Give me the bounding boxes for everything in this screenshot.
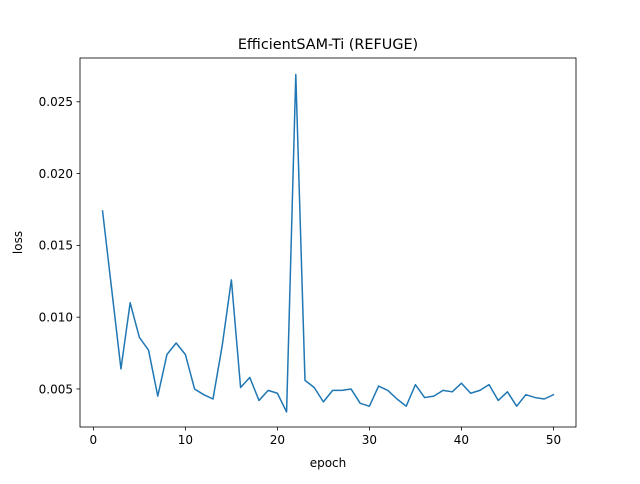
x-tick-label: 50 xyxy=(546,433,561,447)
y-axis-label: loss xyxy=(11,231,25,254)
x-tick-label: 20 xyxy=(270,433,285,447)
series-line-0 xyxy=(101,73,555,413)
x-tick-label: 40 xyxy=(454,433,469,447)
y-tick-label: 0.025 xyxy=(39,95,73,109)
y-axis-ticks: 0.005 0.010 0.015 0.020 0.025 xyxy=(39,95,80,396)
series-layer xyxy=(101,73,555,413)
axes-frame xyxy=(79,57,577,428)
y-tick-label: 0.020 xyxy=(39,167,73,181)
axes-background xyxy=(80,58,576,427)
plot-area xyxy=(80,58,576,427)
x-tick-label: 30 xyxy=(362,433,377,447)
x-tick-label: 0 xyxy=(90,433,98,447)
y-tick-label: 0.005 xyxy=(39,382,73,396)
x-axis-label: epoch xyxy=(310,456,347,470)
x-tick-label: 10 xyxy=(178,433,193,447)
y-tick-label: 0.010 xyxy=(39,310,73,324)
y-tick-label: 0.015 xyxy=(39,239,73,253)
chart-title: EfficientSAM-Ti (REFUGE) xyxy=(238,37,418,53)
x-axis-ticks: 0 10 20 30 40 50 xyxy=(90,427,561,447)
